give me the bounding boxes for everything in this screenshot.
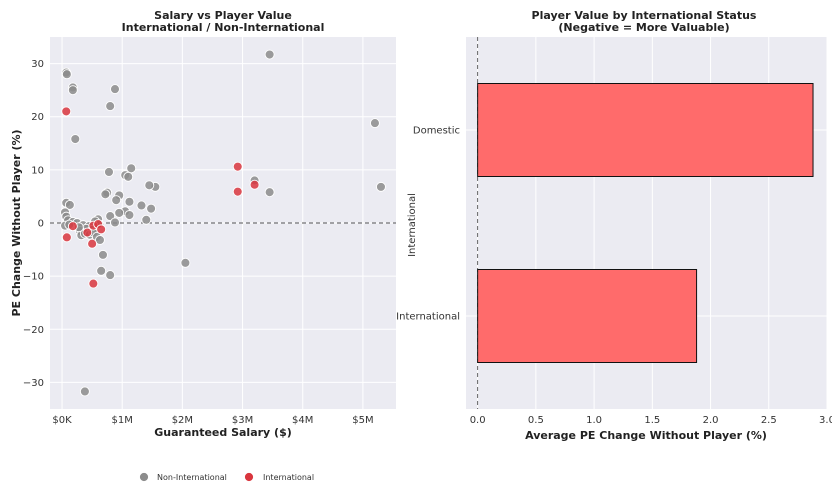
scatter-y-tick-labels: −30 −20 −10 0 10 20 30 (23, 59, 44, 389)
scatter-point-non-international (141, 214, 152, 225)
scatter-point-non-international (369, 118, 380, 129)
bars (477, 83, 814, 363)
bar-international (477, 269, 698, 363)
scatter-x-tick-label: $3M (232, 415, 253, 426)
scatter-point-non-international (264, 49, 275, 60)
bar-x-tick-labels: 0.0 0.5 1.0 1.5 2.0 2.5 3.0 (470, 415, 832, 426)
bar-x-tick-label: 0.0 (470, 415, 486, 426)
scatter-point-international (232, 161, 243, 172)
scatter-point-non-international (96, 265, 107, 276)
scatter-chart: $0K $1M $2M $3M $4M $5M −30 −20 −10 0 10 20 30 Sala… (10, 9, 396, 439)
scatter-point-non-international (110, 84, 120, 95)
scatter-x-tick-label: $2M (172, 415, 193, 426)
scatter-point-non-international (124, 210, 135, 220)
bar-x-tick-label: 1.5 (644, 415, 660, 426)
scatter-point-international (88, 278, 99, 289)
legend-marker-non-international (139, 472, 149, 482)
bar-x-tick-label: 1.0 (586, 415, 602, 426)
scatter-y-tick-label: 30 (31, 59, 44, 70)
scatter-point-non-international (64, 199, 75, 210)
bar-y-axis-label: International (407, 193, 418, 257)
scatter-y-tick-label: −10 (23, 272, 44, 283)
scatter-point-non-international (61, 69, 72, 80)
scatter-point-international (82, 227, 93, 238)
scatter-x-tick-label: $0K (52, 415, 72, 426)
scatter-point-international (232, 186, 243, 197)
scatter-point-non-international (70, 134, 81, 144)
scatter-point-non-international (124, 196, 135, 207)
legend-marker-international (244, 472, 254, 482)
bar-chart: 0.0 0.5 1.0 1.5 2.0 2.5 3.0 Domestic Internatio… (396, 9, 832, 442)
scatter-point-non-international (105, 270, 116, 281)
scatter-point-non-international (136, 200, 147, 211)
scatter-point-non-international (104, 167, 114, 177)
scatter-x-tick-label: $4M (292, 415, 313, 426)
bar-x-tick-label: 2.0 (703, 415, 719, 426)
scatter-point-non-international (146, 203, 157, 214)
scatter-point-non-international (126, 163, 137, 174)
scatter-point-non-international (123, 171, 134, 182)
scatter-x-tick-label: $1M (112, 415, 133, 426)
scatter-x-tick-label: $5M (352, 415, 373, 426)
scatter-point-non-international (144, 180, 155, 191)
bar-x-tick-label: 0.5 (528, 415, 544, 426)
scatter-point-non-international (100, 189, 111, 200)
scatter-point-non-international (79, 386, 90, 397)
scatter-point-international (87, 238, 98, 249)
bar-x-axis-label: Average PE Change Without Player (%) (525, 429, 767, 442)
scatter-point-non-international (110, 217, 120, 228)
scatter-points (60, 49, 386, 397)
legend-label-non-international: Non-International (157, 473, 227, 482)
scatter-point-international (61, 232, 72, 243)
scatter-point-international (96, 224, 107, 235)
scatter-point-non-international (67, 85, 78, 96)
bar-x-tick-label: 3.0 (819, 415, 832, 426)
scatter-y-tick-label: −20 (23, 325, 44, 336)
scatter-y-tick-label: 0 (38, 219, 44, 230)
scatter-point-non-international (94, 235, 105, 245)
bar-title: Player Value by International Status (532, 9, 757, 22)
scatter-y-tick-label: −30 (23, 378, 44, 389)
bar-category-label: International (396, 312, 460, 323)
bar-category-label: Domestic (413, 126, 460, 137)
scatter-y-axis-label: PE Change Without Player (%) (10, 129, 23, 316)
scatter-x-tick-labels: $0K $1M $2M $3M $4M $5M (52, 415, 373, 426)
scatter-point-non-international (114, 207, 125, 218)
scatter-y-tick-label: 10 (31, 165, 44, 176)
bar-x-tick-label: 2.5 (761, 415, 777, 426)
scatter-point-non-international (98, 249, 108, 260)
scatter-point-international (67, 221, 78, 232)
scatter-point-non-international (264, 187, 275, 198)
scatter-point-non-international (180, 257, 191, 268)
bar-domestic (477, 83, 814, 177)
scatter-subtitle: International / Non-International (122, 21, 325, 34)
scatter-point-non-international (111, 195, 122, 206)
bar-subtitle: (Negative = More Valuable) (558, 21, 729, 34)
legend: Non-International International (139, 472, 314, 482)
scatter-point-international (249, 179, 260, 190)
scatter-title: Salary vs Player Value (154, 9, 292, 22)
scatter-x-axis-label: Guaranteed Salary ($) (154, 426, 292, 439)
bar-category-labels: Domestic International (396, 126, 460, 323)
scatter-point-international (61, 106, 72, 117)
legend-label-international: International (263, 473, 314, 482)
scatter-point-non-international (105, 101, 116, 112)
scatter-point-non-international (376, 181, 386, 192)
scatter-y-tick-label: 20 (31, 112, 44, 123)
